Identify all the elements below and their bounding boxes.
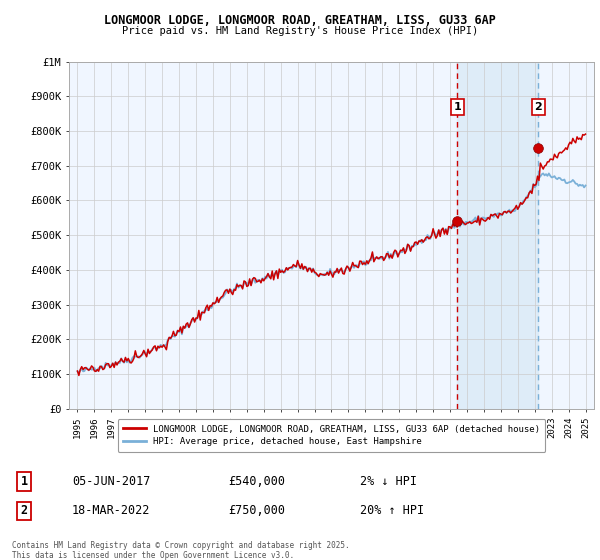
Bar	[457, 62, 538, 409]
Text: 2% ↓ HPI: 2% ↓ HPI	[360, 475, 417, 488]
Text: LONGMOOR LODGE, LONGMOOR ROAD, GREATHAM, LISS, GU33 6AP: LONGMOOR LODGE, LONGMOOR ROAD, GREATHAM,…	[104, 14, 496, 27]
Text: £540,000: £540,000	[228, 475, 285, 488]
Text: 1: 1	[20, 475, 28, 488]
Text: Price paid vs. HM Land Registry's House Price Index (HPI): Price paid vs. HM Land Registry's House …	[122, 26, 478, 36]
Text: 20% ↑ HPI: 20% ↑ HPI	[360, 505, 424, 517]
Text: Contains HM Land Registry data © Crown copyright and database right 2025.
This d: Contains HM Land Registry data © Crown c…	[12, 540, 350, 560]
Text: 05-JUN-2017: 05-JUN-2017	[72, 475, 151, 488]
Text: 2: 2	[535, 102, 542, 112]
Text: 2: 2	[20, 505, 28, 517]
Text: £750,000: £750,000	[228, 505, 285, 517]
Legend: LONGMOOR LODGE, LONGMOOR ROAD, GREATHAM, LISS, GU33 6AP (detached house), HPI: A: LONGMOOR LODGE, LONGMOOR ROAD, GREATHAM,…	[118, 419, 545, 452]
Text: 1: 1	[454, 102, 461, 112]
Text: 18-MAR-2022: 18-MAR-2022	[72, 505, 151, 517]
